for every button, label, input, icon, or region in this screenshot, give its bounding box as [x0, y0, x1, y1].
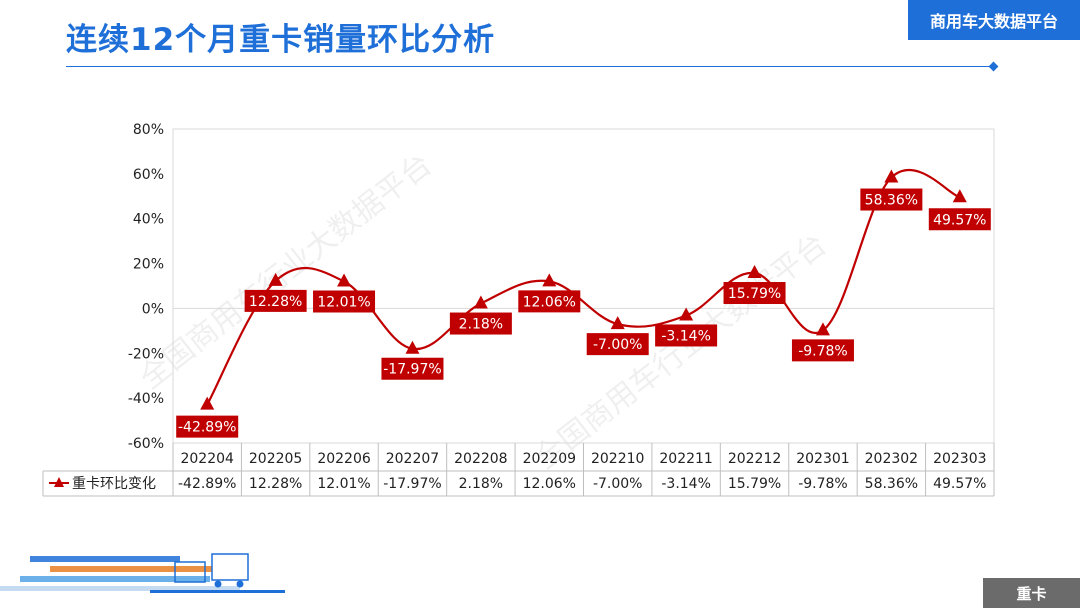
y-tick-label: -20% [128, 346, 164, 362]
table-value: 58.36% [865, 476, 918, 492]
data-labels: -42.89% 12.28% 12.01% -17.97% 2.18% 12.06% -7.… [176, 188, 991, 438]
data-label: 58.36% [865, 193, 918, 209]
table-value: -9.78% [798, 476, 848, 492]
data-label: -42.89% [178, 420, 236, 436]
x-tick-label: 202204 [180, 451, 234, 467]
data-point-marker [337, 273, 352, 287]
data-point-marker [473, 295, 488, 309]
data-label-box [449, 312, 512, 335]
data-label-box [791, 339, 854, 362]
table-value: 12.06% [523, 476, 576, 492]
section-tag: 重卡 [983, 578, 1080, 608]
data-point-marker [542, 273, 557, 287]
data-label-box [176, 415, 239, 438]
data-label-box [655, 324, 718, 347]
table-value: 2.18% [459, 476, 503, 492]
data-label: 12.01% [317, 294, 370, 310]
data-label-box [723, 282, 786, 305]
brand-badge: 商用车大数据平台 [908, 0, 1080, 40]
data-point-marker [200, 396, 215, 410]
data-label-box [244, 289, 307, 312]
table-value: -42.89% [178, 476, 236, 492]
data-label: 12.06% [523, 294, 576, 310]
data-point-marker [679, 307, 694, 321]
y-axis: 80% 60% 40% 20% 0% -20% -40% -60% [128, 122, 164, 452]
table-value: -7.00% [593, 476, 643, 492]
data-point-marker [884, 169, 899, 183]
x-tick-label: 202208 [454, 451, 507, 467]
table-value: 12.28% [249, 476, 302, 492]
table-value: 15.79% [728, 476, 781, 492]
data-label-box [860, 188, 923, 211]
data-label-box [928, 208, 991, 231]
series-path [206, 168, 961, 406]
data-point-marker [952, 189, 967, 203]
data-label: -3.14% [661, 328, 711, 344]
data-label: 15.79% [728, 286, 781, 302]
truck-illustration [0, 553, 285, 593]
y-tick-label: 60% [133, 167, 164, 183]
data-label-box [313, 290, 376, 313]
legend-key: 重卡环比变化 [49, 476, 156, 492]
table-value: 49.57% [933, 476, 986, 492]
data-label: -7.00% [593, 337, 643, 353]
y-tick-label: -60% [128, 436, 164, 452]
x-tick-label: 202301 [796, 451, 849, 467]
data-label: 49.57% [933, 212, 986, 228]
title-divider [66, 66, 992, 67]
data-label-box [381, 357, 444, 380]
table-value: 12.01% [317, 476, 370, 492]
table-value: -17.97% [383, 476, 441, 492]
x-tick-label: 202210 [591, 451, 644, 467]
data-table: 202204 -42.89% 202205 12.28% 202206 12.01% 202… [42, 443, 995, 497]
data-label: 2.18% [459, 317, 503, 333]
y-tick-label: -40% [128, 391, 164, 407]
watermark-group: 全国商用车行业大数据平台 全国商用车行业大数据平台 [133, 147, 833, 476]
plot-area [172, 128, 995, 444]
x-tick-label: 202206 [317, 451, 371, 467]
data-label: -9.78% [798, 343, 848, 359]
page-title: 连续12个月重卡销量环比分析 [66, 22, 496, 58]
data-point-marker [405, 340, 420, 354]
x-tick-label: 202303 [933, 451, 986, 467]
x-tick-label: 202205 [249, 451, 302, 467]
series-markers [200, 169, 967, 410]
y-tick-label: 20% [133, 257, 164, 273]
data-label: -17.97% [383, 362, 441, 378]
series-line [206, 168, 961, 406]
watermark-text-2: 全国商用车行业大数据平台 [528, 227, 833, 476]
x-tick-label: 202211 [659, 451, 712, 467]
legend-series-name: 重卡环比变化 [72, 476, 156, 492]
data-point-marker [610, 316, 625, 330]
data-label-box [518, 290, 581, 313]
data-point-marker [747, 265, 762, 279]
table-value: -3.14% [661, 476, 711, 492]
legend-marker [54, 477, 64, 487]
y-tick-label: 80% [133, 122, 164, 138]
x-tick-label: 202209 [523, 451, 576, 467]
x-tick-label: 202212 [728, 451, 781, 467]
x-tick-label: 202207 [386, 451, 439, 467]
x-tick-label: 202302 [865, 451, 918, 467]
data-point-marker [268, 272, 283, 286]
y-tick-label: 0% [142, 301, 164, 317]
data-point-marker [815, 322, 830, 336]
y-tick-label: 40% [133, 212, 164, 228]
data-label-box [586, 333, 649, 356]
data-label: 12.28% [249, 294, 302, 310]
